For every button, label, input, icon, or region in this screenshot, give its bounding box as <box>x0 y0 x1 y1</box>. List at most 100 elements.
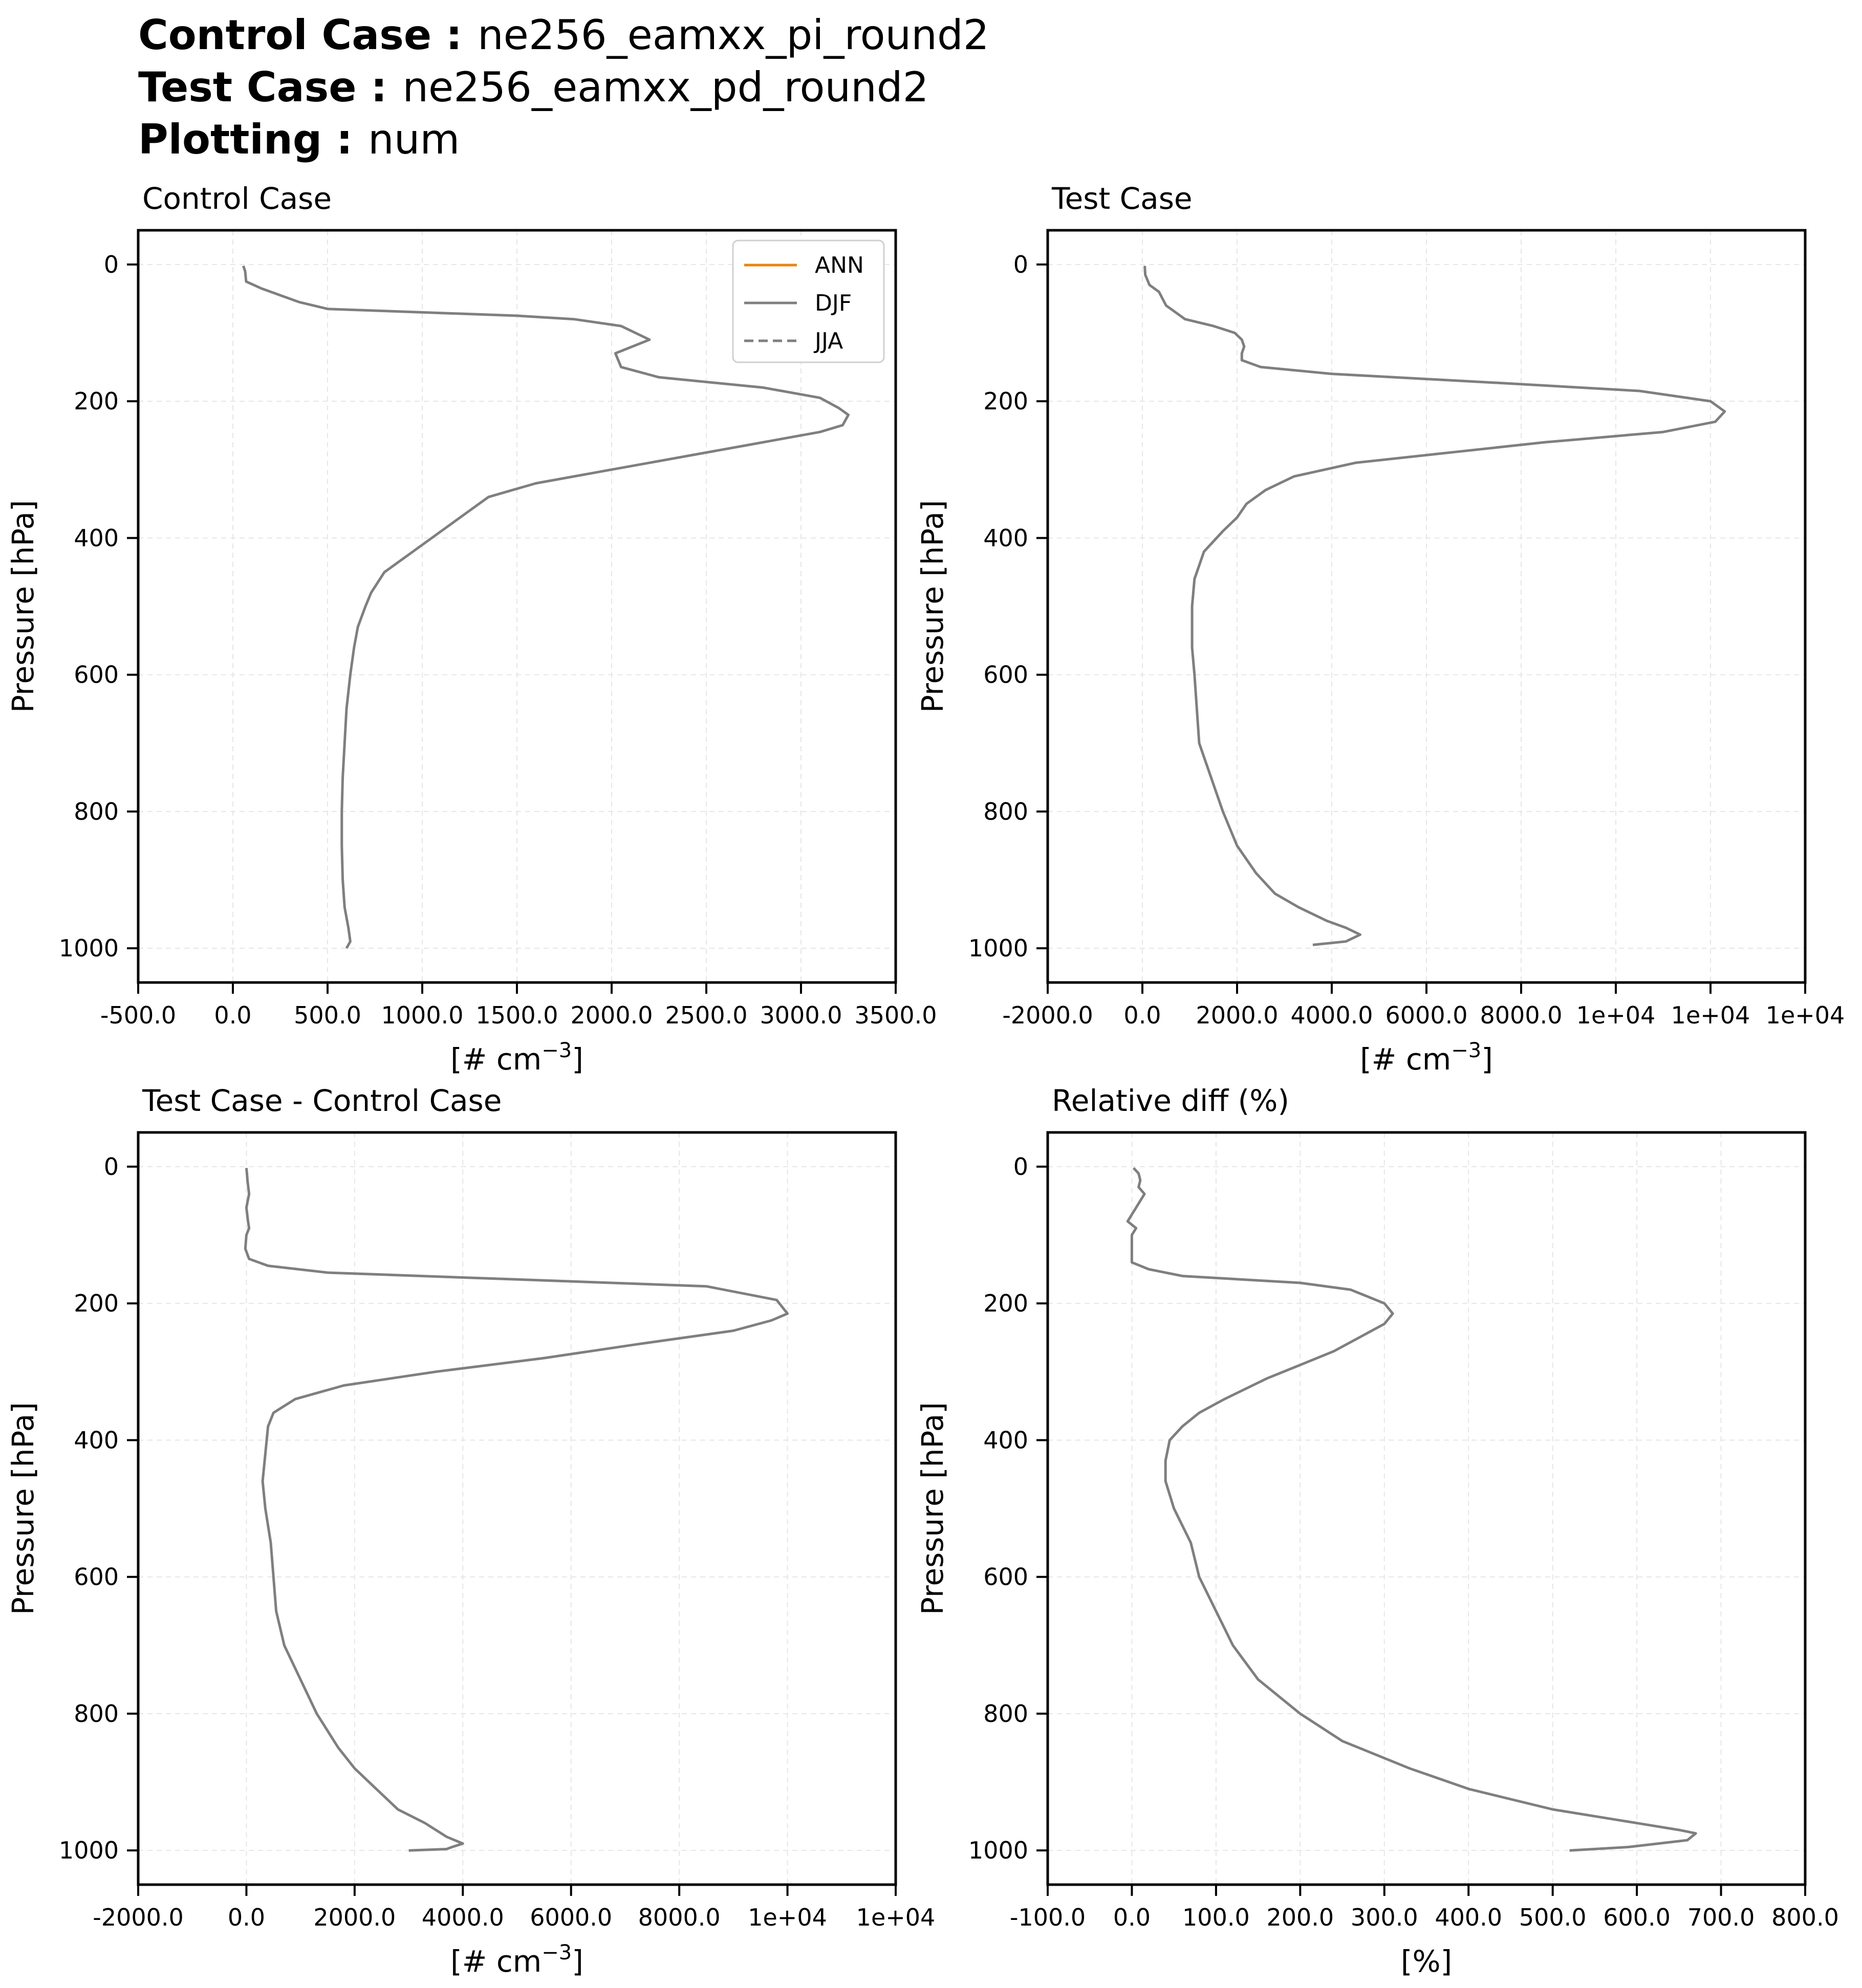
x-tick-label: 200.0 <box>1266 1904 1334 1931</box>
header-colon: : <box>322 116 353 163</box>
y-tick-label: 1000 <box>59 934 119 962</box>
x-tick-label: 3500.0 <box>855 1001 937 1029</box>
x-tick-label: 2000.0 <box>1196 1001 1279 1029</box>
y-tick-label: 0 <box>1013 1153 1028 1181</box>
x-tick-label: 1e+04 <box>1576 1001 1656 1029</box>
x-axis-label: [%] <box>1401 1944 1452 1979</box>
y-tick-label: 400 <box>983 1426 1028 1454</box>
x-axis-label-exponent: −3 <box>542 1039 572 1062</box>
series-line-djf <box>244 1168 789 1852</box>
x-tick-label: 8000.0 <box>638 1904 721 1931</box>
x-tick-label: 800.0 <box>1771 1904 1839 1931</box>
legend-label: JJA <box>813 328 843 354</box>
x-tick-label: 0.0 <box>228 1904 265 1931</box>
figure-header: Control Case : ne256_eamxx_pi_round2 Test … <box>138 9 989 166</box>
header-value: ne256_eamxx_pi_round2 <box>477 11 989 59</box>
x-axis-label-text: [%] <box>1401 1944 1452 1979</box>
x-tick-label: 1500.0 <box>476 1001 558 1029</box>
y-tick-label: 0 <box>1013 251 1028 278</box>
chart-legend: ANN DJF JJA <box>732 239 885 363</box>
header-line: Test Case : ne256_eamxx_pd_round2 <box>138 61 989 114</box>
header-key: Control Case <box>138 11 432 59</box>
x-axis-label: [# cm−3] <box>450 1941 583 1979</box>
y-tick-label: 800 <box>74 798 119 825</box>
y-tick-label: 200 <box>74 387 119 415</box>
header-value: ne256_eamxx_pd_round2 <box>402 63 929 111</box>
header-colon: : <box>356 63 387 111</box>
x-tick-label: 4000.0 <box>1291 1001 1373 1029</box>
y-axis-label: Pressure [hPa] <box>915 1402 950 1615</box>
chart-panel-3: -2000.0 0.0 2000.0 4000.0 6000.0 8000.0 1e+04 1… <box>6 1083 935 1979</box>
legend-label: ANN <box>815 252 864 278</box>
x-tick-label: 400.0 <box>1435 1904 1502 1931</box>
x-tick-label: 6000.0 <box>530 1904 612 1931</box>
y-axis-label: Pressure [hPa] <box>915 500 950 713</box>
x-tick-label: 500.0 <box>294 1001 361 1029</box>
y-tick-label: 200 <box>983 1290 1028 1317</box>
chart-title: Control Case <box>142 181 332 216</box>
x-axis-label-text: [# cm <box>1360 1042 1451 1077</box>
x-tick-label: 2000.0 <box>571 1001 653 1029</box>
y-tick-label: 200 <box>983 387 1028 415</box>
y-tick-label: 0 <box>104 251 119 278</box>
y-tick-label: 400 <box>74 524 119 552</box>
y-tick-label: 1000 <box>968 934 1028 962</box>
x-tick-label: 8000.0 <box>1480 1001 1563 1029</box>
y-tick-label: 600 <box>74 1563 119 1591</box>
chart-panel-1: -500.0 0.0 500.0 1000.0 1500.0 2000.0 2500.0 30… <box>6 181 937 1077</box>
x-tick-label: 0.0 <box>1113 1904 1151 1931</box>
x-tick-label: 600.0 <box>1603 1904 1671 1931</box>
x-tick-label: 1e+04 <box>1766 1001 1845 1029</box>
x-tick-label: -2000.0 <box>93 1904 184 1931</box>
y-tick-label: 800 <box>983 1700 1028 1728</box>
legend-box <box>732 239 885 363</box>
chart-panel-4: -100.0 0.0 100.0 200.0 300.0 400.0 500.0 600.0 7… <box>915 1083 1839 1979</box>
y-axis-label: Pressure [hPa] <box>6 1402 40 1615</box>
x-tick-label: 700.0 <box>1687 1904 1755 1931</box>
x-tick-label: 6000.0 <box>1385 1001 1468 1029</box>
x-axis-label-end: ] <box>572 1944 583 1979</box>
x-tick-label: 300.0 <box>1351 1904 1418 1931</box>
y-tick-label: 400 <box>74 1426 119 1454</box>
y-tick-label: 600 <box>74 661 119 689</box>
x-axis-label: [# cm−3] <box>450 1039 583 1077</box>
x-tick-label: 2000.0 <box>313 1904 396 1931</box>
plot-frame <box>137 1131 897 1886</box>
series-line-djf <box>242 265 850 949</box>
header-value: num <box>367 116 460 163</box>
x-tick-label: 500.0 <box>1519 1904 1587 1931</box>
header-line: Plotting : num <box>138 114 989 166</box>
legend-label: DJF <box>815 290 852 316</box>
y-tick-label: 600 <box>983 1563 1028 1591</box>
x-tick-label: 0.0 <box>214 1001 251 1029</box>
x-tick-label: 3000.0 <box>760 1001 842 1029</box>
x-axis-label-text: [# cm <box>450 1042 542 1077</box>
plot-frame <box>1046 1131 1807 1886</box>
y-tick-label: 1000 <box>968 1837 1028 1864</box>
y-tick-label: 400 <box>983 524 1028 552</box>
y-tick-label: 1000 <box>59 1837 119 1864</box>
y-tick-label: 0 <box>104 1153 119 1181</box>
header-colon: : <box>431 11 462 59</box>
x-tick-label: 4000.0 <box>422 1904 504 1931</box>
x-tick-label: 1e+04 <box>1671 1001 1750 1029</box>
series-line-djf <box>1126 1167 1697 1852</box>
x-tick-label: 2500.0 <box>665 1001 748 1029</box>
x-axis-label-exponent: −3 <box>542 1941 572 1964</box>
x-axis-label-exponent: −3 <box>1451 1039 1481 1062</box>
header-key: Test Case <box>138 63 357 111</box>
chart-title: Test Case <box>1051 181 1193 216</box>
y-tick-label: 800 <box>74 1700 119 1728</box>
x-tick-label: 100.0 <box>1182 1904 1250 1931</box>
x-tick-label: -500.0 <box>100 1001 176 1029</box>
x-tick-label: -2000.0 <box>1002 1001 1093 1029</box>
x-axis-label-end: ] <box>1481 1042 1493 1077</box>
series-line-djf <box>1143 266 1726 946</box>
x-tick-label: 1e+04 <box>856 1904 936 1931</box>
x-tick-label: 1e+04 <box>748 1904 827 1931</box>
chart-title: Test Case - Control Case <box>142 1083 502 1118</box>
chart-title: Relative diff (%) <box>1052 1083 1289 1118</box>
header-line: Control Case : ne256_eamxx_pi_round2 <box>138 9 989 61</box>
x-tick-label: 0.0 <box>1123 1001 1161 1029</box>
